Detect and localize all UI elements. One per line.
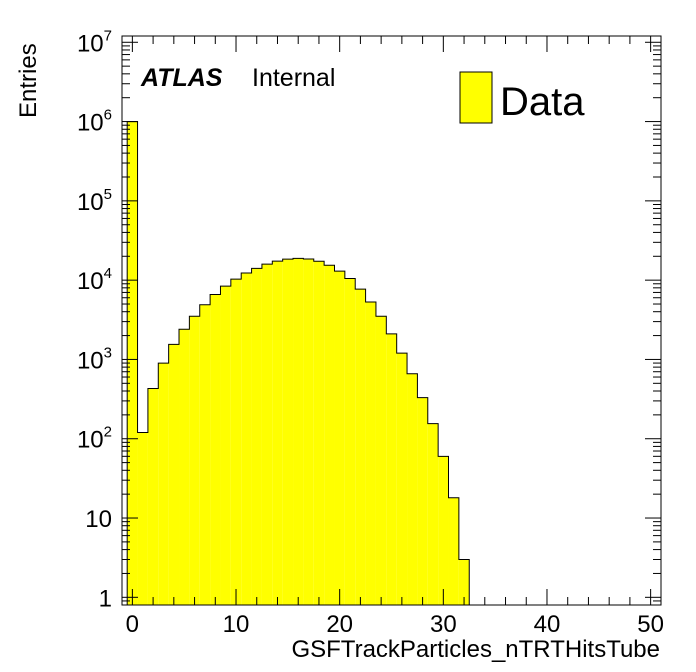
histogram-bar <box>199 304 211 605</box>
histogram-bar <box>324 265 335 605</box>
y-axis-title: Entries <box>15 43 42 118</box>
status-label: Internal <box>252 64 335 92</box>
histogram-bar <box>448 497 459 605</box>
y-tick-label: 105 <box>77 186 112 216</box>
histogram-bar <box>272 261 283 605</box>
histogram-bar <box>427 423 439 605</box>
histogram-bar <box>303 258 314 605</box>
histogram-bar <box>417 397 428 605</box>
histogram-bar <box>251 268 262 605</box>
histogram-bar <box>179 329 190 605</box>
y-tick-labels: 1 10 102 103 104 105 106 107 <box>77 27 112 612</box>
histogram-bar <box>313 261 325 605</box>
histogram-bar <box>355 289 366 605</box>
histogram-bar <box>137 432 148 605</box>
histogram-bar <box>220 286 231 605</box>
histogram-bar <box>168 344 180 605</box>
histogram-bar <box>127 121 138 605</box>
y-tick-label: 1 <box>99 585 112 612</box>
histogram-outline <box>126 121 470 605</box>
atlas-label: ATLAS <box>140 64 223 92</box>
x-tick-label: 40 <box>534 611 561 638</box>
y-tick-label: 106 <box>77 107 112 137</box>
x-tick-labels: 0 10 20 30 40 50 <box>126 611 664 638</box>
y-tick-label: 103 <box>77 344 112 374</box>
histogram-bar <box>407 373 418 605</box>
y-tick-label: 102 <box>77 424 112 454</box>
histogram-bar <box>282 259 294 605</box>
y-tick-label: 107 <box>77 27 112 57</box>
histogram-bar <box>210 294 221 605</box>
x-tick-label: 30 <box>430 611 457 638</box>
histogram-bar <box>438 456 449 605</box>
legend-swatch <box>459 71 493 124</box>
histogram-bar <box>344 278 356 605</box>
histogram-bar <box>147 388 159 605</box>
histogram-bar <box>365 302 376 605</box>
histogram-bar <box>386 333 397 605</box>
legend: Data <box>459 71 585 124</box>
x-tick-label: 20 <box>326 611 353 638</box>
legend-label: Data <box>500 80 585 124</box>
histogram-bar <box>230 279 242 605</box>
histogram-bars <box>126 121 470 605</box>
x-tick-label: 10 <box>223 611 250 638</box>
histogram-bar <box>158 363 169 605</box>
histogram-bar <box>375 316 387 605</box>
x-tick-label: 0 <box>126 611 139 638</box>
x-axis-title: GSFTrackParticles_nTRTHitsTube <box>291 636 660 663</box>
histogram-bar <box>334 271 345 605</box>
histogram-bar <box>261 264 273 605</box>
y-tick-label: 104 <box>77 265 112 295</box>
axis-ticks <box>122 36 661 606</box>
plot-frame <box>121 35 662 606</box>
histogram-bar <box>241 273 252 605</box>
histogram-bar <box>189 316 200 605</box>
histogram-bar <box>293 258 304 605</box>
histogram-bar <box>396 353 408 605</box>
histogram-bar <box>458 559 470 605</box>
x-tick-label: 50 <box>637 611 664 638</box>
y-tick-label: 10 <box>85 506 112 533</box>
